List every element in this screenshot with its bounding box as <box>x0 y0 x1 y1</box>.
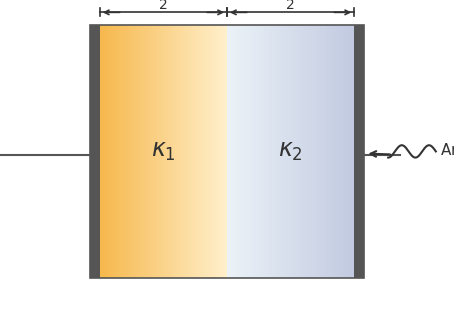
Text: $\kappa_2$: $\kappa_2$ <box>278 139 303 163</box>
Bar <box>90 25 100 278</box>
Text: $\kappa_1$: $\kappa_1$ <box>151 139 176 163</box>
Text: Area $A$: Area $A$ <box>440 142 454 158</box>
Text: $\dfrac{d}{2}$: $\dfrac{d}{2}$ <box>285 0 296 12</box>
Bar <box>354 25 364 278</box>
Bar <box>90 25 364 278</box>
Text: $\dfrac{d}{2}$: $\dfrac{d}{2}$ <box>158 0 169 12</box>
